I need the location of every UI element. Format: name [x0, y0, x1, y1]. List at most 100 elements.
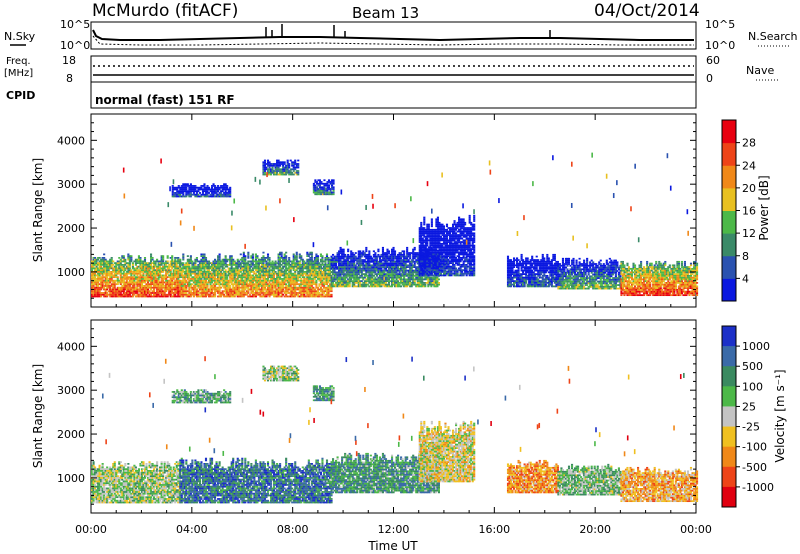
power-data-cell — [420, 246, 423, 249]
power-data-cell — [201, 264, 205, 266]
power-data-cell — [273, 271, 276, 273]
power-data-cell — [180, 267, 183, 270]
power-data-cell — [139, 271, 142, 273]
power-data-cell — [285, 274, 288, 277]
power-data-cell — [260, 288, 264, 291]
power-data-cell — [107, 283, 110, 286]
power-data-cell — [97, 257, 100, 259]
power-data-cell — [136, 288, 139, 291]
power-data-cell — [330, 267, 333, 270]
power-data-cell — [244, 276, 247, 279]
power-data-cell — [230, 269, 233, 272]
power-data-cell — [359, 267, 362, 270]
power-data-cell — [347, 250, 350, 253]
power-data-cell — [435, 223, 438, 226]
power-data-cell — [115, 292, 118, 294]
power-data-cell — [430, 274, 433, 277]
power-data-cell — [168, 283, 171, 286]
power-data-cell — [194, 281, 197, 284]
power-data-cell — [368, 259, 371, 261]
power-data-cell — [104, 293, 107, 296]
power-data-cell — [285, 276, 288, 279]
power-data-cell — [426, 271, 429, 273]
power-data-cell — [163, 295, 166, 298]
power-data-cell — [420, 269, 423, 272]
power-data-cell — [432, 234, 435, 236]
power-data-cell — [149, 267, 153, 270]
power-data-cell — [416, 267, 419, 270]
power-data-cell — [398, 252, 401, 254]
power-data-cell — [356, 273, 359, 275]
power-data-cell — [238, 260, 241, 263]
power-data-cell — [92, 281, 95, 284]
power-data-cell — [421, 276, 424, 279]
power-data-cell — [235, 267, 238, 270]
power-data-cell — [291, 292, 294, 294]
power-data-cell — [400, 274, 403, 277]
power-data-cell — [407, 274, 410, 277]
power-data-cell — [387, 259, 391, 261]
power-data-cell — [112, 260, 115, 263]
power-data-cell — [331, 259, 335, 261]
power-data-cell — [439, 242, 442, 245]
power-data-cell — [151, 276, 154, 279]
power-data-cell — [304, 288, 307, 291]
power-data-cell — [298, 265, 301, 268]
power-data-cell — [365, 280, 368, 282]
power-data-cell — [136, 293, 139, 296]
power-data-cell — [294, 269, 297, 272]
power-data-cell — [159, 295, 162, 298]
power-data-cell — [178, 295, 181, 298]
power-data-cell — [97, 271, 100, 273]
power-data-cell — [365, 278, 368, 281]
power-data-cell — [404, 273, 407, 275]
power-data-cell — [236, 288, 239, 291]
power-data-cell — [254, 265, 257, 268]
power-data-cell — [436, 283, 439, 286]
power-data-cell — [124, 260, 127, 263]
power-data-cell — [165, 290, 168, 293]
power-data-cell — [256, 264, 259, 266]
power-data-cell — [97, 286, 100, 289]
power-data-cell — [381, 271, 385, 274]
power-data-cell — [309, 292, 312, 294]
power-data-cell — [163, 290, 166, 293]
power-data-cell — [137, 257, 140, 259]
power-data-cell — [269, 290, 273, 293]
power-data-cell — [285, 288, 288, 291]
power-data-cell — [140, 295, 144, 298]
power-data-cell — [366, 271, 369, 274]
power-data-cell — [207, 269, 211, 272]
power-data-cell — [177, 265, 180, 268]
power-data-cell — [257, 271, 260, 273]
power-data-cell — [113, 272, 116, 275]
power-data-cell — [342, 274, 345, 277]
power-data-cell — [313, 271, 316, 273]
power-data-cell — [418, 271, 421, 273]
power-data-cell — [295, 279, 298, 282]
power-data-cell — [404, 267, 407, 270]
power-data-cell — [412, 250, 415, 253]
power-data-cell — [247, 288, 250, 291]
power-data-cell — [324, 295, 327, 298]
power-data-cell — [110, 279, 113, 282]
power-data-cell — [257, 286, 260, 289]
power-data-cell — [406, 278, 409, 281]
power-data-cell — [327, 286, 330, 289]
power-data-cell — [107, 290, 110, 293]
power-data-cell — [171, 290, 174, 293]
power-data-cell — [253, 271, 256, 273]
power-data-cell — [247, 267, 250, 270]
power-data-cell — [171, 285, 174, 287]
power-data-cell — [362, 285, 365, 288]
power-data-cell — [301, 295, 304, 298]
power-data-cell — [191, 260, 194, 263]
power-data-cell — [342, 271, 345, 274]
power-data-cell — [374, 252, 377, 254]
power-data-cell — [259, 258, 262, 261]
power-data-cell — [210, 267, 214, 270]
power-data-cell — [348, 267, 351, 270]
power-data-cell — [427, 249, 430, 252]
power-data-cell — [265, 271, 268, 273]
power-data-cell — [291, 260, 294, 263]
